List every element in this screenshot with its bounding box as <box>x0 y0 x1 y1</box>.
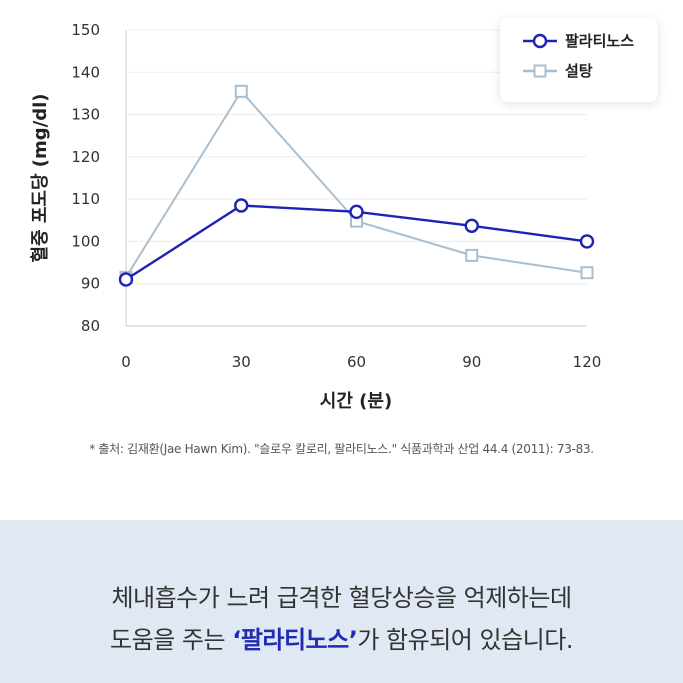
y-tick-label: 80 <box>81 317 100 335</box>
y-tick-label: 120 <box>71 148 100 166</box>
y-tick-label: 110 <box>71 190 100 208</box>
x-tick-label: 30 <box>232 353 251 371</box>
data-point-sugar <box>465 248 479 262</box>
caption-highlight: ‘팔라티노스’ <box>232 626 358 654</box>
data-point-palatinose <box>118 272 134 287</box>
legend-label: 설탕 <box>565 62 593 80</box>
line-chart: 80 90 100 110 120 130 140 150 0 30 60 90 120 시간 (분) 혈중… <box>29 21 602 412</box>
legend-label: 팔라티노스 <box>565 32 634 50</box>
y-tick-label: 90 <box>81 275 100 293</box>
legend-marker-circle <box>532 33 548 49</box>
caption-line-2: 도움을 주는 ‘팔라티노스’가 함유되어 있습니다. <box>0 620 683 655</box>
data-point-palatinose <box>349 204 364 220</box>
x-tick-label: 90 <box>462 353 481 371</box>
data-point-sugar <box>580 266 594 280</box>
data-point-palatinose <box>234 198 249 213</box>
x-axis-title: 시간 (분) <box>320 391 392 412</box>
y-tick-label: 140 <box>71 63 100 81</box>
y-tick-label: 150 <box>71 21 100 39</box>
data-point-palatinose <box>579 234 595 249</box>
x-tick-label: 60 <box>347 353 366 371</box>
caption-line-1: 체내흡수가 느려 급격한 혈당상승을 억제하는데 <box>111 584 572 612</box>
caption-line-2-pre: 도움을 주는 <box>110 626 233 654</box>
source-citation: * 출처: 김재환(Jae Hawn Kim). "슬로우 칼로리, 팔라티노스… <box>89 442 594 456</box>
y-axis-title: 혈중 포도당 (mg/dl) <box>29 93 51 262</box>
legend-box <box>500 18 658 102</box>
data-point-sugar <box>234 84 248 98</box>
chart: 80 90 100 110 120 130 140 150 0 30 60 90 120 시간 (분) 혈중… <box>29 18 658 412</box>
data-point-palatinose <box>464 218 479 233</box>
y-tick-label: 100 <box>71 232 100 250</box>
x-tick-label: 0 <box>121 353 131 371</box>
x-tick-label: 120 <box>573 353 602 371</box>
legend-marker-square <box>533 64 547 78</box>
caption-line-2-post: 가 함유되어 있습니다. <box>357 626 573 654</box>
y-tick-label: 130 <box>71 106 100 124</box>
caption-panel: 체내흡수가 느려 급격한 혈당상승을 억제하는데 도움을 주는 ‘팔라티노스’가… <box>0 520 683 683</box>
